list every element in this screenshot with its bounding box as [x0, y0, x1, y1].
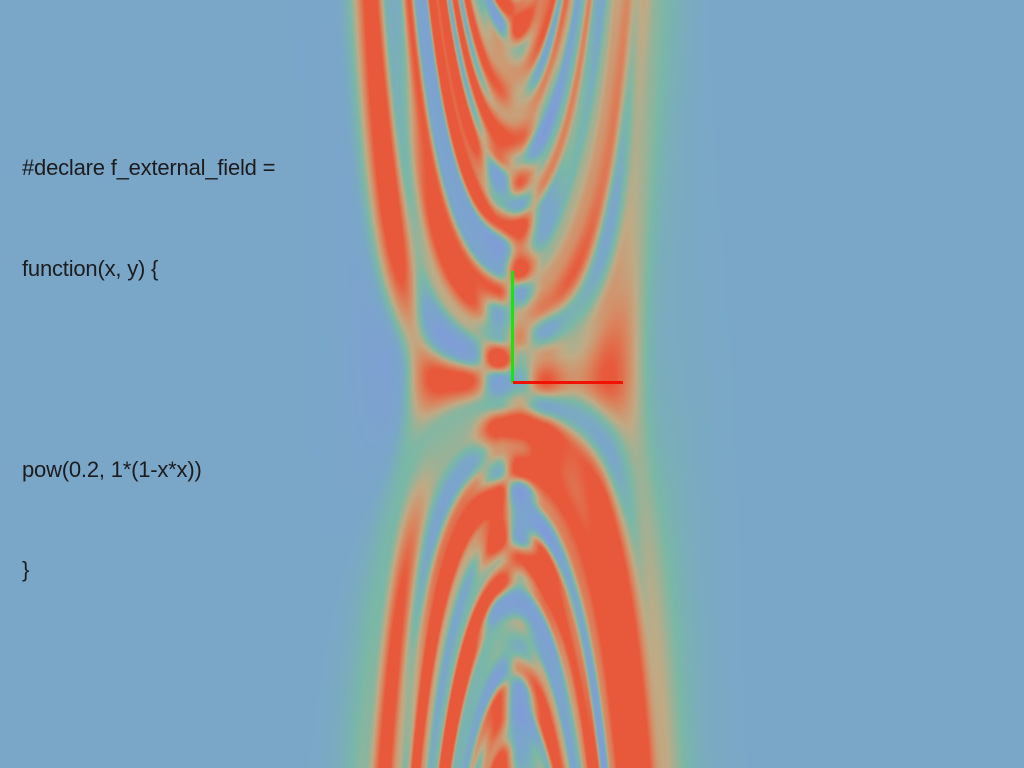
x-axis-line — [513, 381, 623, 384]
code-line: #declare f_external_field = — [22, 155, 276, 180]
code-line — [22, 654, 563, 688]
code-line: pow(0.2, 1*(1-x*x)) — [22, 456, 202, 482]
code-line: } — [22, 557, 30, 582]
y-axis-line — [511, 271, 514, 383]
code-line: function(x, y) { — [22, 255, 159, 281]
code-line — [22, 352, 563, 386]
code-line — [22, 754, 563, 768]
code-overlay: #declare f_external_field = function(x, … — [22, 84, 563, 768]
